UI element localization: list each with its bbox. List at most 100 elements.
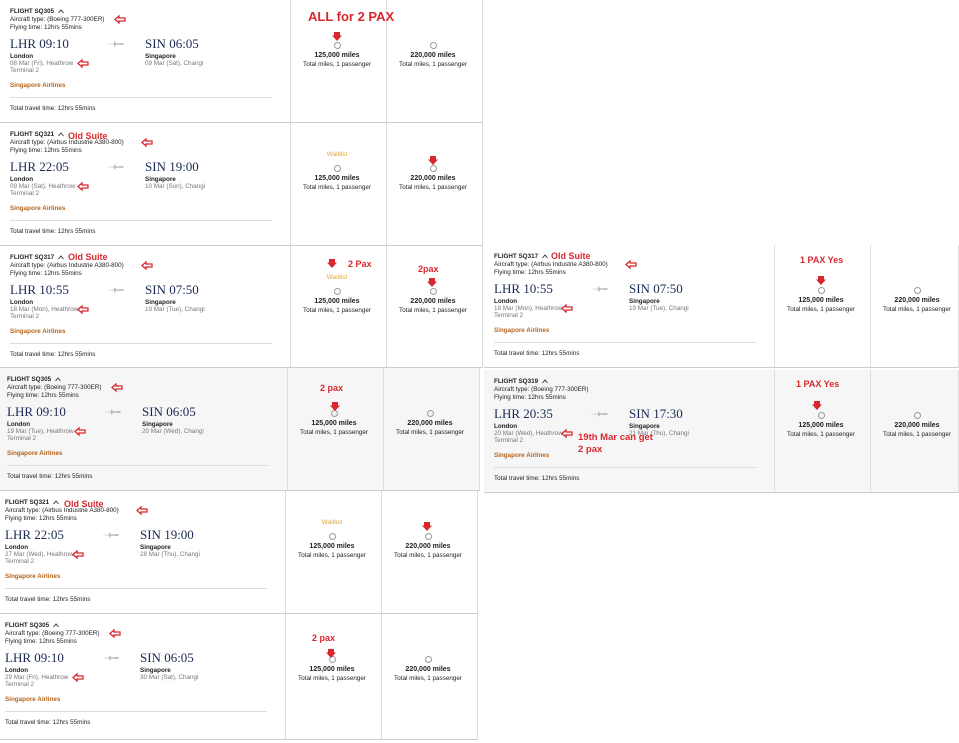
flying-time: Flying time: 12hrs 55mins <box>7 392 79 399</box>
miles-note: Total miles, 1 passenger <box>300 429 368 436</box>
aircraft-type: Aircraft type: (Boeing 777-300ER) <box>7 384 102 391</box>
flight-card: FLIGHT SQ305 Aircraft type: (Boeing 777-3… <box>0 0 483 123</box>
price-column <box>870 370 871 492</box>
departure-city: London <box>10 299 34 306</box>
arrival-date: 19 Mar (Tue), Changi <box>145 306 205 313</box>
arrival-city: Singapore <box>145 299 176 306</box>
arrival-date: 21 Mar (Thu), Changi <box>629 430 689 437</box>
miles: 125,000 miles <box>309 543 355 550</box>
chevron <box>53 623 59 628</box>
departure-terminal: Terminal 2 <box>7 435 37 442</box>
arrival-time: SIN 19:00 <box>145 159 199 174</box>
departure-date: 09 Mar (Sat), Heathrow <box>10 183 76 190</box>
departure-terminal: Terminal 2 <box>494 312 524 319</box>
airline: Singapore Airlines <box>5 573 61 580</box>
miles: 125,000 miles <box>314 298 360 305</box>
red-arrow <box>72 549 84 560</box>
flight-number: FLIGHT SQ305 <box>5 622 50 629</box>
radio-button <box>329 656 336 663</box>
divider <box>10 97 272 98</box>
red-arrow <box>330 402 340 411</box>
annotation: ALL for 2 PAX <box>308 9 395 24</box>
radio-button <box>430 288 437 295</box>
arrival-date: 19 Mar (Tue), Changi <box>629 305 689 312</box>
plane-icon <box>101 655 119 661</box>
divider <box>10 220 272 221</box>
arrival-time: SIN 17:30 <box>629 406 683 421</box>
miles-note: Total miles, 1 passenger <box>399 307 467 314</box>
departure-time: LHR 22:05 <box>10 159 69 174</box>
departure-time: LHR 10:55 <box>494 281 553 296</box>
arrival-city: Singapore <box>145 176 176 183</box>
flight-number: FLIGHT SQ317 <box>494 253 539 260</box>
miles: 125,000 miles <box>314 52 360 59</box>
airline: Singapore Airlines <box>494 452 550 459</box>
departure-time: LHR 09:10 <box>7 404 66 419</box>
miles-note: Total miles, 1 passenger <box>787 306 855 313</box>
flight-number: FLIGHT SQ321 <box>5 499 50 506</box>
flying-time: Flying time: 12hrs 55mins <box>5 638 77 645</box>
departure-city: London <box>494 298 518 305</box>
departure-date: 20 Mar (Wed), Heathrow <box>494 430 563 437</box>
chevron <box>58 132 64 137</box>
flight-number: FLIGHT SQ317 <box>10 254 55 261</box>
price-column <box>381 491 382 613</box>
departure-date: 18 Mar (Mon), Heathrow <box>494 305 563 312</box>
miles: 125,000 miles <box>311 420 357 427</box>
red-arrow <box>113 14 126 25</box>
price-column <box>383 368 384 490</box>
annotation: 2 pax <box>320 383 344 393</box>
annotation: Old Suite <box>551 251 591 261</box>
radio-button <box>914 412 921 419</box>
plane-icon <box>103 409 121 415</box>
miles-note: Total miles, 1 passenger <box>303 61 371 68</box>
miles: 125,000 miles <box>314 175 360 182</box>
arrival-city: Singapore <box>140 544 171 551</box>
price-column <box>290 246 291 367</box>
miles-note: Total miles, 1 passenger <box>883 306 951 313</box>
departure-date: 29 Mar (Fri), Heathrow <box>5 674 69 681</box>
price-column <box>386 0 387 122</box>
miles-note: Total miles, 1 passenger <box>399 184 467 191</box>
miles-note: Total miles, 1 passenger <box>787 431 855 438</box>
annotation: 1 PAX Yes <box>800 255 844 265</box>
arrival-city: Singapore <box>629 423 660 430</box>
price-column <box>386 246 387 367</box>
miles: 220,000 miles <box>407 420 453 427</box>
red-arrow <box>77 304 89 315</box>
miles-note: Total miles, 1 passenger <box>298 675 366 682</box>
red-arrow <box>422 522 432 531</box>
red-arrow <box>72 672 84 683</box>
miles: 220,000 miles <box>410 298 456 305</box>
total-travel-time: Total travel time: 12hrs 55mins <box>10 105 96 112</box>
total-travel-time: Total travel time: 12hrs 55mins <box>5 719 91 726</box>
radio-button <box>334 42 341 49</box>
total-travel-time: Total travel time: 12hrs 55mins <box>7 473 93 480</box>
departure-date: 27 Mar (Wed), Heathrow <box>5 551 74 558</box>
arrival-date: 30 Mar (Sat), Changi <box>140 674 199 681</box>
red-arrow <box>427 278 437 287</box>
arrival-city: Singapore <box>145 53 176 60</box>
aircraft-type: Aircraft type: (Boeing 777-300ER) <box>5 630 100 637</box>
miles-note: Total miles, 1 passenger <box>303 184 371 191</box>
waitlist: Waitlist <box>326 274 348 281</box>
flying-time: Flying time: 12hrs 55mins <box>494 269 566 276</box>
arrival-time: SIN 06:05 <box>145 36 199 51</box>
price-column <box>285 491 286 613</box>
red-arrow <box>110 382 123 393</box>
price-column <box>285 614 286 739</box>
miles: 125,000 miles <box>309 666 355 673</box>
airline: Singapore Airlines <box>10 205 66 212</box>
red-arrow <box>108 628 121 639</box>
arrival-time: SIN 07:50 <box>629 281 683 296</box>
plane-icon <box>590 286 608 292</box>
red-arrow <box>561 428 573 439</box>
radio-button <box>425 656 432 663</box>
miles: 220,000 miles <box>894 422 940 429</box>
airline: Singapore Airlines <box>10 82 66 89</box>
waitlist: Waitlist <box>321 519 343 526</box>
chevron <box>55 377 61 382</box>
total-travel-time: Total travel time: 12hrs 55mins <box>494 475 580 482</box>
flying-time: Flying time: 12hrs 55mins <box>10 24 82 31</box>
